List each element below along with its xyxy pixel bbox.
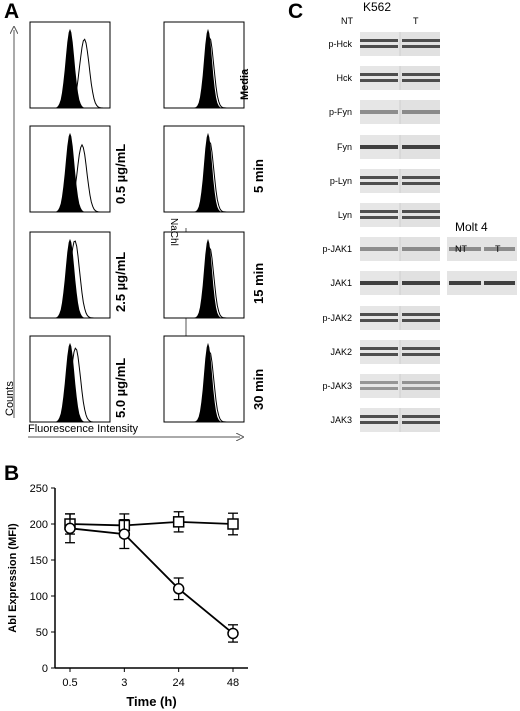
blot-strip-lyn: [360, 203, 440, 227]
blot-strip-fyn: [360, 134, 440, 159]
media-label: Media: [239, 68, 251, 100]
blot-strip-p-jak1: [360, 237, 440, 262]
concentration-label-0-5: 0.5 µg/mL: [113, 143, 128, 204]
y-tick-label-50: 50: [36, 627, 48, 639]
x-tick-label-24: 24: [173, 677, 185, 689]
filled-histogram-left-2: [30, 238, 110, 318]
blot-strip-p-jak3: [360, 374, 440, 398]
molt4-blot-strip-p-jak1: [447, 237, 517, 262]
time-label-30-min: 30 min: [251, 368, 266, 410]
blot-strip-p-fyn: [360, 100, 440, 125]
molt4-blot-strip-jak1: [447, 271, 517, 296]
cell-line-molt4: Molt 4: [455, 220, 488, 234]
blot-label-jak2: JAK2: [330, 346, 352, 357]
blot-label-p-jak3: p-JAK3: [322, 381, 352, 391]
filled-histogram-right-1: [164, 132, 244, 212]
blot-strip-jak2: [360, 339, 440, 364]
molt4-lane-header-t: T: [495, 244, 501, 254]
y-tick-label-100: 100: [30, 591, 48, 603]
x-axis-label: Time (h): [126, 694, 176, 709]
cell-line-k562: K562: [363, 0, 392, 14]
concentration-label-5-0: 5.0 µg/mL: [113, 357, 128, 418]
x-tick-label-48: 48: [227, 677, 239, 689]
open-histogram-left-0: [30, 38, 110, 109]
blot-label-fyn: Fyn: [336, 141, 352, 152]
y-tick-label-200: 200: [30, 519, 48, 531]
panel-label-b: B: [4, 462, 20, 485]
blot-label-jak1: JAK1: [330, 278, 352, 289]
series-line-square: [69, 520, 234, 527]
blot-label-jak3: JAK3: [330, 415, 352, 426]
blot-strip-hck: [360, 66, 440, 91]
filled-histogram-left-0: [30, 28, 110, 108]
open-histogram-left-2: [30, 240, 110, 319]
blot-label-p-jak1: p-JAK1: [322, 244, 352, 255]
data-point-circle-3: [227, 627, 239, 640]
blot-strip-jak1: [360, 271, 440, 296]
open-histogram-left-1: [30, 143, 110, 213]
blot-label-hck: Hck: [336, 73, 353, 84]
panel-label-a: A: [4, 0, 20, 23]
blot-label-p-hck: p-Hck: [328, 39, 352, 49]
data-point-square-3: [227, 518, 239, 530]
panel-a-histograms: [0, 21, 245, 450]
y-axis-label: Abl Expression (MFI): [7, 523, 19, 633]
blot-strip-p-hck: [360, 32, 440, 56]
y-tick-label-150: 150: [30, 555, 48, 567]
panel-label-c: C: [288, 0, 304, 23]
open-histogram-right-1: [164, 140, 244, 213]
counts-label: Counts: [4, 381, 16, 416]
x-tick-label-0.5: 0.5: [62, 677, 77, 689]
blot-strip-p-lyn: [360, 168, 440, 193]
fluorescence-intensity-label: Fluorescence Intensity: [28, 423, 139, 435]
filled-histogram-right-3: [164, 342, 244, 422]
blot-label-p-jak2: p-JAK2: [322, 312, 352, 323]
data-point-square-2: [172, 516, 185, 528]
x-tick-label-3: 3: [121, 677, 127, 689]
filled-histogram-right-2: [164, 238, 244, 318]
time-label-5-min: 5 min: [251, 159, 266, 193]
lane-header-nt: NT: [341, 16, 353, 26]
lane-header-t: T: [413, 16, 419, 26]
nachl-label: NaChl: [168, 218, 179, 246]
open-histogram-left-3: [30, 347, 110, 423]
y-tick-label-0: 0: [42, 663, 48, 675]
filled-histogram-left-1: [30, 132, 110, 212]
data-point-circle-1: [118, 528, 131, 540]
blot-label-p-lyn: p-Lyn: [329, 175, 352, 186]
series-line-circle: [69, 527, 234, 635]
data-point-circle-2: [172, 583, 185, 595]
open-histogram-right-0: [164, 36, 244, 109]
panel-b-line-chart: 0 50 100 150 200 250 0.5 3 24 48 Time (h) Abl Expre…: [7, 483, 248, 709]
open-histogram-right-3: [164, 350, 244, 423]
blot-strip-p-jak2: [360, 305, 440, 330]
time-label-15-min: 15 min: [251, 262, 266, 304]
data-point-circle-0: [64, 522, 76, 535]
blot-label-lyn: Lyn: [337, 210, 352, 220]
blot-strip-jak3: [360, 408, 440, 433]
blot-label-p-fyn: p-Fyn: [328, 107, 352, 118]
open-histogram-right-2: [164, 246, 244, 319]
concentration-label-2-5: 2.5 µg/mL: [113, 251, 128, 312]
y-tick-label-250: 250: [30, 483, 48, 495]
molt4-lane-header-nt: NT: [455, 244, 467, 254]
filled-histogram-right-0: [164, 28, 244, 108]
